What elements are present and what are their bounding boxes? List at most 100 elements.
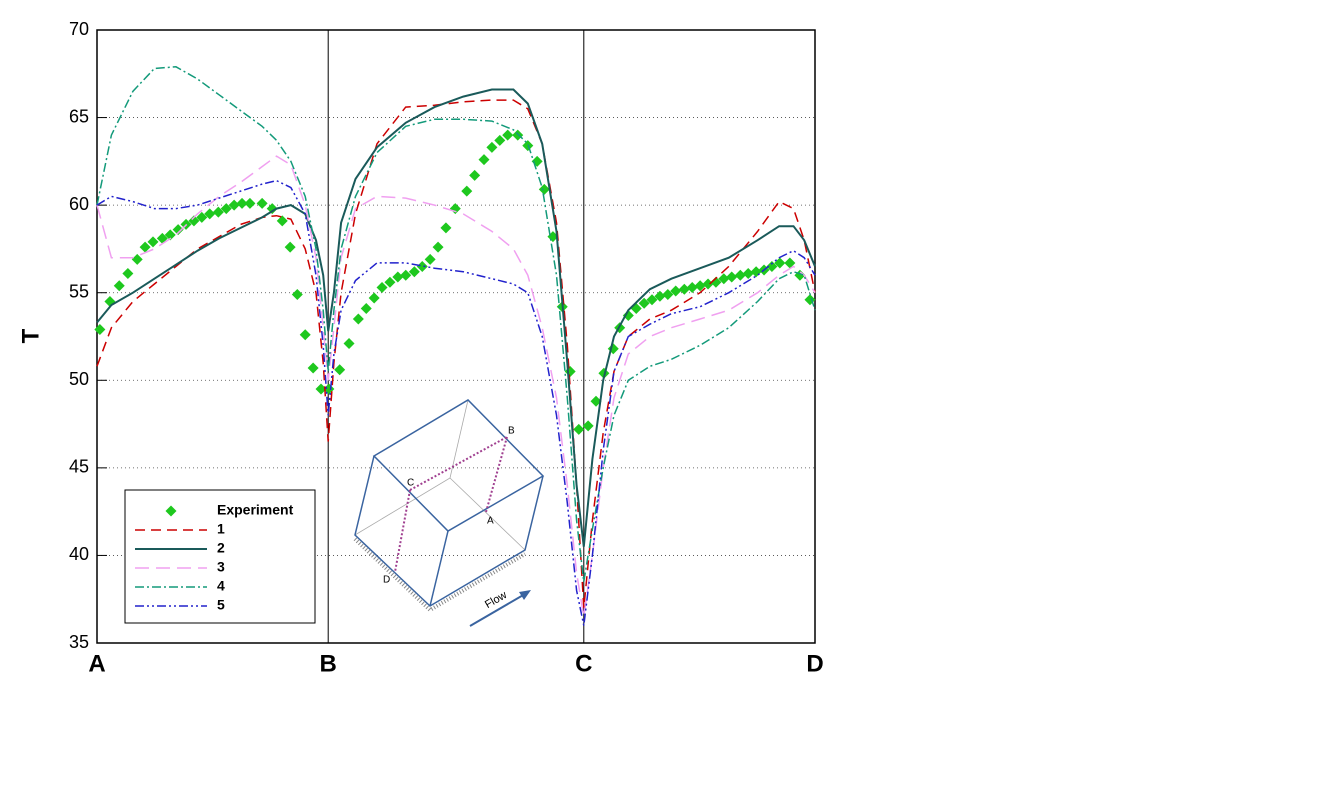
data-point	[582, 420, 594, 432]
data-point	[702, 278, 714, 290]
data-point	[494, 134, 506, 146]
inset-label: C	[407, 478, 414, 489]
probe-line	[485, 436, 508, 513]
cube-edge	[429, 530, 449, 607]
legend-label: 3	[217, 559, 225, 575]
hidden-edge	[449, 477, 526, 551]
x-tick-label: A	[88, 650, 105, 677]
legend-label: 5	[217, 597, 225, 613]
data-point	[392, 271, 404, 283]
data-point	[469, 169, 481, 181]
x-tick-label: D	[806, 650, 823, 677]
data-point	[726, 271, 738, 283]
inset-label: Flow	[483, 589, 509, 611]
data-point	[694, 280, 706, 292]
data-point	[172, 224, 184, 236]
data-point	[284, 241, 296, 253]
data-point	[122, 267, 134, 279]
data-point	[449, 203, 461, 215]
y-tick-label: 35	[69, 632, 89, 652]
data-point	[654, 290, 666, 302]
data-point	[512, 129, 524, 141]
data-point	[432, 241, 444, 253]
y-tick-label: 40	[69, 544, 89, 564]
data-point	[766, 260, 778, 272]
legend-label: 2	[217, 540, 225, 556]
data-point	[256, 197, 268, 209]
data-point	[573, 423, 585, 435]
data-point	[299, 329, 311, 341]
x-tick-label: C	[575, 650, 592, 677]
data-point	[376, 281, 388, 293]
flow-arrow-head	[519, 590, 531, 600]
data-point	[662, 288, 674, 300]
data-point	[638, 297, 650, 309]
inset-diagram: A B C D Flow	[353, 399, 545, 627]
flow-arrow	[469, 593, 526, 627]
data-point	[486, 141, 498, 153]
inset-label: B	[508, 426, 515, 437]
data-point	[686, 281, 698, 293]
data-point	[710, 276, 722, 288]
data-point	[784, 257, 796, 269]
data-point	[291, 288, 303, 300]
data-point	[538, 183, 550, 195]
data-point	[334, 364, 346, 376]
data-point	[360, 302, 372, 314]
data-point	[564, 366, 576, 378]
data-point	[244, 197, 256, 209]
series-line	[96, 179, 816, 626]
data-point	[266, 203, 278, 215]
plot-frame	[96, 29, 816, 644]
y-tick-label: 70	[69, 19, 89, 39]
x-tick-label: B	[320, 650, 337, 677]
data-point	[139, 241, 151, 253]
data-point	[212, 206, 224, 218]
data-point	[590, 395, 602, 407]
data-point	[228, 199, 240, 211]
data-point	[742, 267, 754, 279]
legend-label: Experiment	[217, 502, 294, 518]
data-point	[276, 215, 288, 227]
data-point	[204, 208, 216, 220]
series-line	[96, 155, 816, 617]
data-point	[94, 323, 106, 335]
legend-box	[124, 489, 316, 624]
probe-line	[394, 489, 411, 573]
series-line	[96, 88, 816, 547]
inset-label: D	[383, 575, 390, 586]
data-point	[352, 313, 364, 325]
legend-label: 4	[217, 578, 225, 594]
data-point	[408, 266, 420, 278]
data-point	[622, 309, 634, 321]
data-point	[718, 273, 730, 285]
data-point	[147, 236, 159, 248]
y-tick-label: 65	[69, 106, 89, 126]
data-point	[502, 129, 514, 141]
data-point	[368, 292, 380, 304]
series-line	[96, 99, 816, 609]
data-point	[670, 285, 682, 297]
cube-top	[372, 399, 545, 532]
data-point	[131, 253, 143, 265]
data-point	[478, 154, 490, 166]
y-tick-label: 55	[69, 281, 89, 301]
data-point	[220, 203, 232, 215]
data-point	[750, 266, 762, 278]
legend-marker	[165, 505, 177, 517]
data-point	[804, 294, 816, 306]
data-point	[384, 276, 396, 288]
data-point	[307, 362, 319, 374]
y-tick-label: 45	[69, 457, 89, 477]
data-point	[315, 383, 327, 395]
data-point	[424, 253, 436, 265]
data-point	[678, 283, 690, 295]
data-point	[113, 280, 125, 292]
data-point	[188, 215, 200, 227]
data-point	[343, 338, 355, 350]
data-point	[734, 269, 746, 281]
data-point	[461, 185, 473, 197]
series-line	[96, 66, 816, 582]
